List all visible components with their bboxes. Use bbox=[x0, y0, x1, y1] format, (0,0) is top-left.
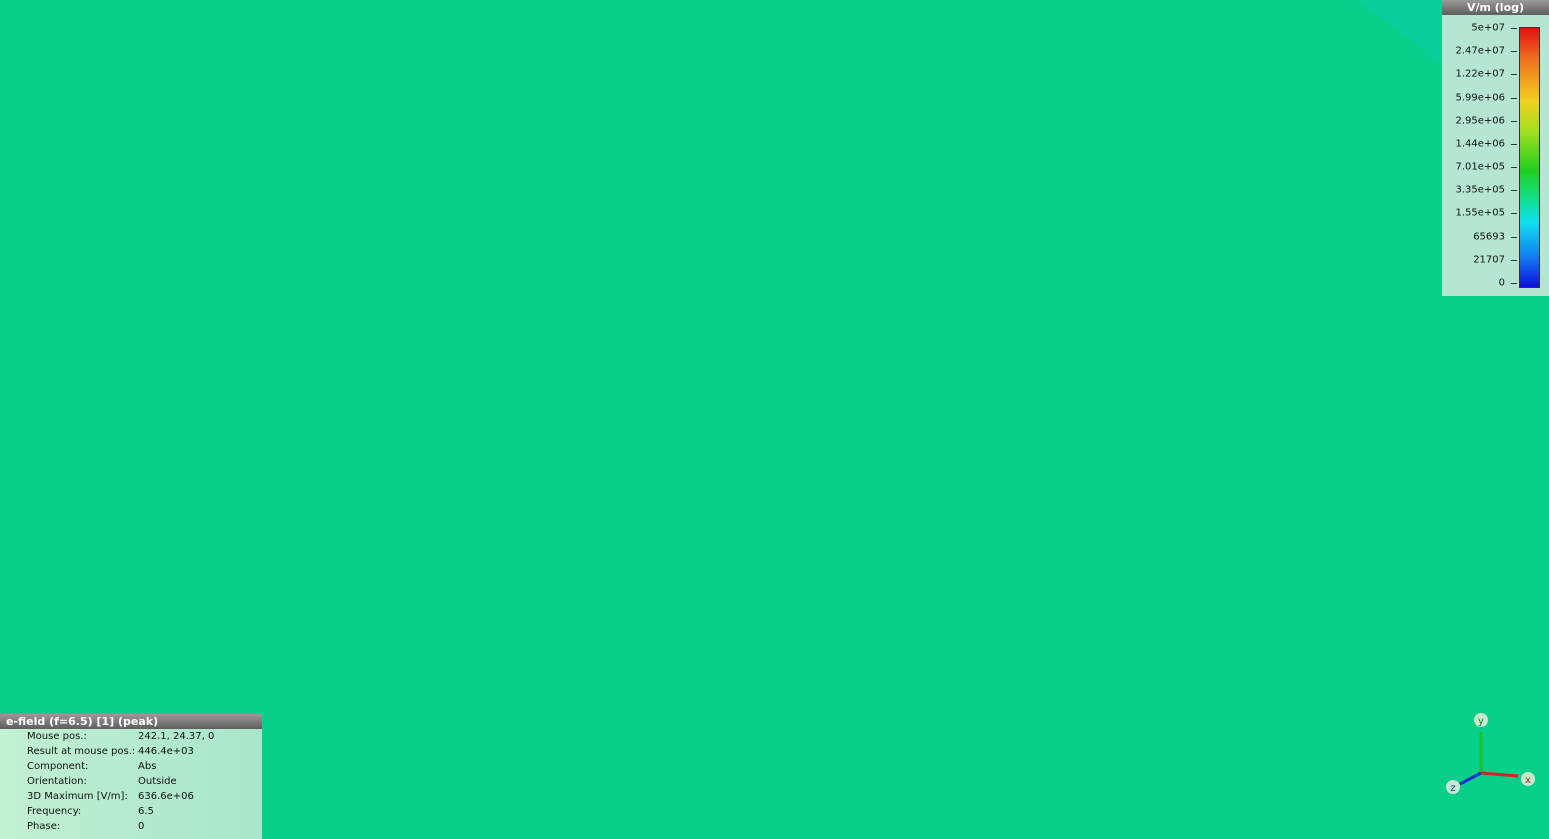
legend-label: 1.55e+05 bbox=[1455, 207, 1505, 219]
legend-label: 2.47e+07 bbox=[1455, 45, 1505, 57]
legend-tick bbox=[1511, 74, 1517, 76]
color-legend: V/m (log) 5e+07 2.47e+07 1.22e+07 5.99e+06 2… bbox=[1442, 0, 1549, 296]
info-value: 446.4e+03 bbox=[138, 746, 194, 757]
legend-tick bbox=[1511, 190, 1517, 192]
info-label: Result at mouse pos.: bbox=[27, 746, 136, 757]
legend-tick bbox=[1511, 213, 1517, 215]
legend-label: 2.95e+06 bbox=[1455, 115, 1505, 127]
legend-label: 7.01e+05 bbox=[1455, 161, 1505, 173]
info-value: 6.5 bbox=[138, 806, 154, 817]
axis-triad: y x z bbox=[1446, 713, 1535, 794]
legend-tick bbox=[1511, 97, 1517, 99]
info-label: Frequency: bbox=[27, 806, 82, 817]
legend-tick bbox=[1511, 120, 1517, 122]
axis-label-x: x bbox=[1525, 775, 1531, 786]
legend-tick bbox=[1511, 143, 1517, 145]
legend-tick bbox=[1511, 283, 1517, 284]
legend-tick bbox=[1511, 167, 1517, 169]
info-value: 636.6e+06 bbox=[138, 791, 194, 802]
legend-tick bbox=[1511, 259, 1517, 261]
legend-label: 21707 bbox=[1473, 254, 1505, 266]
info-value: Abs bbox=[138, 761, 157, 772]
info-label: Phase: bbox=[27, 821, 61, 832]
legend-label: 5e+07 bbox=[1471, 22, 1505, 34]
legend-label: 1.22e+07 bbox=[1455, 68, 1505, 80]
axis-label-y: y bbox=[1478, 716, 1484, 727]
legend-label: 65693 bbox=[1473, 231, 1505, 243]
info-panel: e-field (f=6.5) [1] (peak) Mouse pos.: 24… bbox=[0, 714, 262, 839]
info-label: Component: bbox=[27, 761, 89, 772]
panel-title: e-field (f=6.5) [1] (peak) bbox=[0, 714, 262, 729]
wire-core bbox=[371, 290, 1124, 839]
legend-label: 0 bbox=[1498, 277, 1505, 289]
legend-tick bbox=[1511, 236, 1517, 238]
info-value: 0 bbox=[138, 821, 145, 832]
info-value: 242.1, 24.37, 0 bbox=[138, 731, 215, 742]
info-label: Orientation: bbox=[27, 776, 87, 787]
legend-tick bbox=[1511, 28, 1517, 29]
legend-label: 5.99e+06 bbox=[1455, 92, 1505, 104]
legend-label: 3.35e+05 bbox=[1455, 184, 1505, 196]
info-label: 3D Maximum [V/m]: bbox=[27, 791, 128, 802]
info-value: Outside bbox=[138, 776, 177, 787]
axis-label-z: z bbox=[1450, 783, 1455, 794]
legend-title: V/m (log) bbox=[1442, 0, 1549, 15]
color-bar bbox=[1519, 27, 1540, 288]
info-label: Mouse pos.: bbox=[27, 731, 87, 742]
legend-tick bbox=[1511, 51, 1517, 53]
legend-label: 1.44e+06 bbox=[1455, 138, 1505, 150]
